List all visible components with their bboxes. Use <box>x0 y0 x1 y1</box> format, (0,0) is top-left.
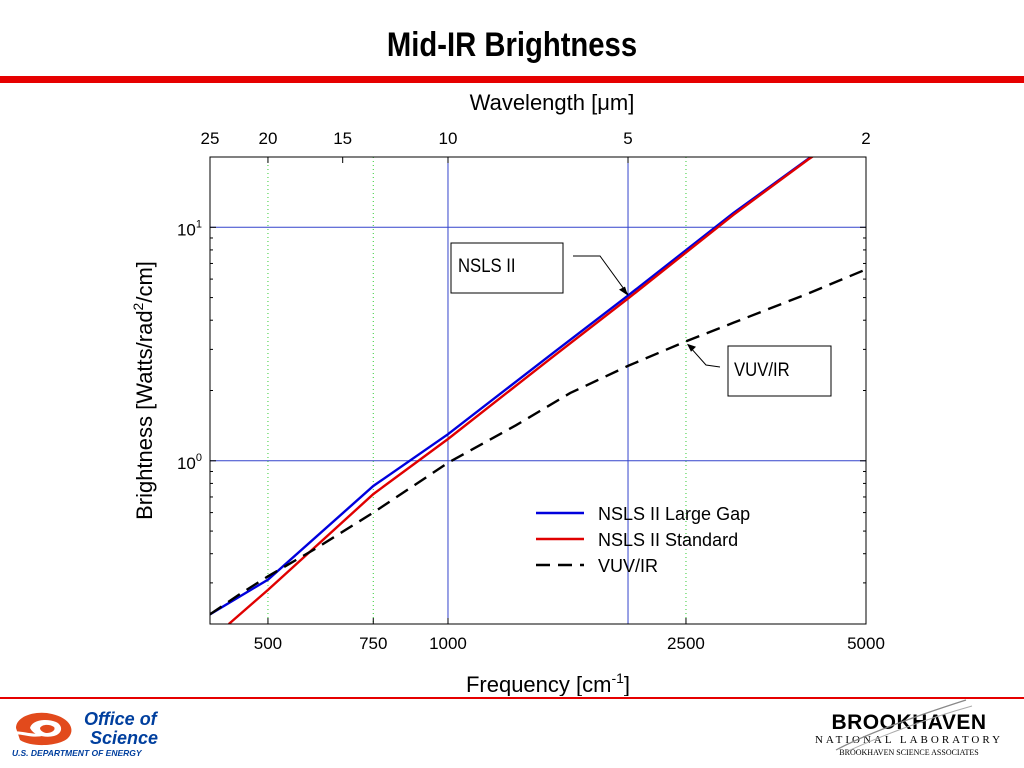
x-tick-label: 750 <box>359 634 387 653</box>
x-tick-label: 1000 <box>429 634 467 653</box>
doe-line1: Office of <box>84 709 157 729</box>
callout-box-vuv <box>727 345 832 397</box>
callout-arrowhead-vuv <box>687 343 696 352</box>
title-divider <box>0 76 1024 83</box>
bnl-line3: BROOKHAVEN SCIENCE ASSOCIATES <box>839 748 979 757</box>
bnl-line2: NATIONAL LABORATORY <box>814 734 1004 746</box>
callout-label-nsls: NSLS II <box>458 255 516 276</box>
top-tick-label: 5 <box>623 129 632 148</box>
series-line-2 <box>210 268 866 616</box>
slide-title: Mid-IR Brightness <box>386 26 638 64</box>
top-tick-label: 2 <box>861 129 870 148</box>
top-tick-label: 15 <box>333 129 352 148</box>
series-line-1 <box>228 157 815 624</box>
y-tick-label: 101 <box>177 218 202 239</box>
doe-logo-icon <box>10 712 72 746</box>
top-axis-label: Wavelength [μm] <box>470 90 635 115</box>
doe-office-of-science-logo: Office of Science U.S. DEPARTMENT OF ENE… <box>10 706 210 762</box>
top-tick-label: 10 <box>439 129 458 148</box>
bnl-logo: BROOKHAVEN NATIONAL LABORATORY BROOKHAVE… <box>806 699 1012 766</box>
y-tick-label: 100 <box>177 452 202 473</box>
footer-divider <box>0 697 1024 699</box>
x-tick-label: 500 <box>254 634 282 653</box>
doe-line3: U.S. DEPARTMENT OF ENERGY <box>12 748 142 758</box>
x-tick-label: 2500 <box>667 634 705 653</box>
x-axis-label: Frequency [cm-1] <box>466 670 630 696</box>
legend-label-1: NSLS II Standard <box>598 530 738 550</box>
top-tick-label: 20 <box>258 129 277 148</box>
x-tick-label: 5000 <box>847 634 885 653</box>
callout-box-nsls <box>450 242 564 294</box>
top-tick-label: 25 <box>201 129 220 148</box>
bnl-swoosh-icon <box>835 699 973 753</box>
callout-arrow-vuv <box>687 344 721 368</box>
legend-label-2: VUV/IR <box>598 556 658 576</box>
callout-arrow-nsls <box>573 255 629 295</box>
bnl-line1: BROOKHAVEN <box>831 711 987 734</box>
callout-label-vuv: VUV/IR <box>734 359 790 380</box>
doe-line2: Science <box>90 728 159 748</box>
callout-arrowhead-nsls <box>619 286 628 296</box>
series-group <box>210 157 866 624</box>
legend-label-0: NSLS II Large Gap <box>598 504 750 524</box>
brightness-chart: 500 750 1000 2500 5000 25 20 15 10 5 2 100 101 Freque… <box>130 90 885 696</box>
y-axis-label: Brightness [Watts/rad2/cm] <box>130 261 157 520</box>
